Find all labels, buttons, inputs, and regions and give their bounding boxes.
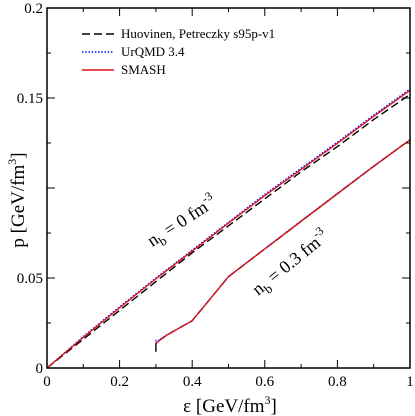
x-axis-title-main: ε [GeV/fm	[183, 396, 265, 416]
curve-annotation-nb0: nb = 0 fm-3	[142, 189, 222, 254]
series-2-curve-1	[155, 139, 411, 345]
annotation-nb0-rest: = 0 fm	[156, 197, 211, 242]
series-2-curve-0	[46, 89, 411, 369]
annotation-nb03-rest: = 0.3 fm	[260, 232, 324, 289]
x-tick-label-3: 0.6	[255, 374, 274, 390]
x-tick-label-1: 0.2	[110, 374, 129, 390]
y-axis-title: p [GeV/fm3]	[5, 152, 29, 247]
x-axis-title: ε [GeV/fm3]	[183, 393, 277, 416]
x-axis-title-sup: 3	[265, 393, 271, 407]
series-0-curve-0	[46, 93, 411, 369]
y-tick-label-0: 0	[36, 361, 44, 377]
series-1-curve-1	[155, 139, 411, 345]
legend-label-2: SMASH	[121, 62, 166, 77]
legend: Huovinen, Petreczky s95p-v1 UrQMD 3.4 SMAS…	[82, 26, 275, 77]
x-tick-label-5: 1	[406, 374, 414, 390]
series-0-curve-1	[155, 139, 411, 352]
x-tick-label-0: 0	[43, 374, 51, 390]
series-1-curve-0	[46, 88, 411, 369]
legend-label-1: UrQMD 3.4	[121, 44, 185, 59]
legend-label-0: Huovinen, Petreczky s95p-v1	[121, 26, 275, 41]
data-layer	[46, 88, 411, 369]
y-tick-label-1: 0.05	[17, 271, 43, 287]
y-tick-label-2: 0.15	[17, 91, 43, 107]
curve-annotation-nb03: nb = 0.3 fm-3	[246, 224, 334, 303]
y-axis-title-main: p [GeV/fm	[8, 165, 29, 248]
x-tick-labels: 0 0.2 0.4 0.6 0.8 1	[43, 374, 414, 390]
y-axis-title-end: ]	[8, 152, 29, 158]
annotation-layer: nb = 0 fm-3 nb = 0.3 fm-3	[142, 189, 334, 303]
x-axis-title-end: ]	[271, 396, 277, 416]
tick-marks	[46, 7, 411, 369]
plot-frame	[46, 7, 411, 369]
y-axis-title-sup: 3	[5, 159, 19, 165]
y-tick-labels: 0 0.05 0.15 0.2	[17, 1, 43, 377]
x-tick-label-2: 0.4	[183, 374, 202, 390]
x-tick-label-4: 0.8	[328, 374, 347, 390]
y-tick-label-3: 0.2	[24, 1, 43, 17]
